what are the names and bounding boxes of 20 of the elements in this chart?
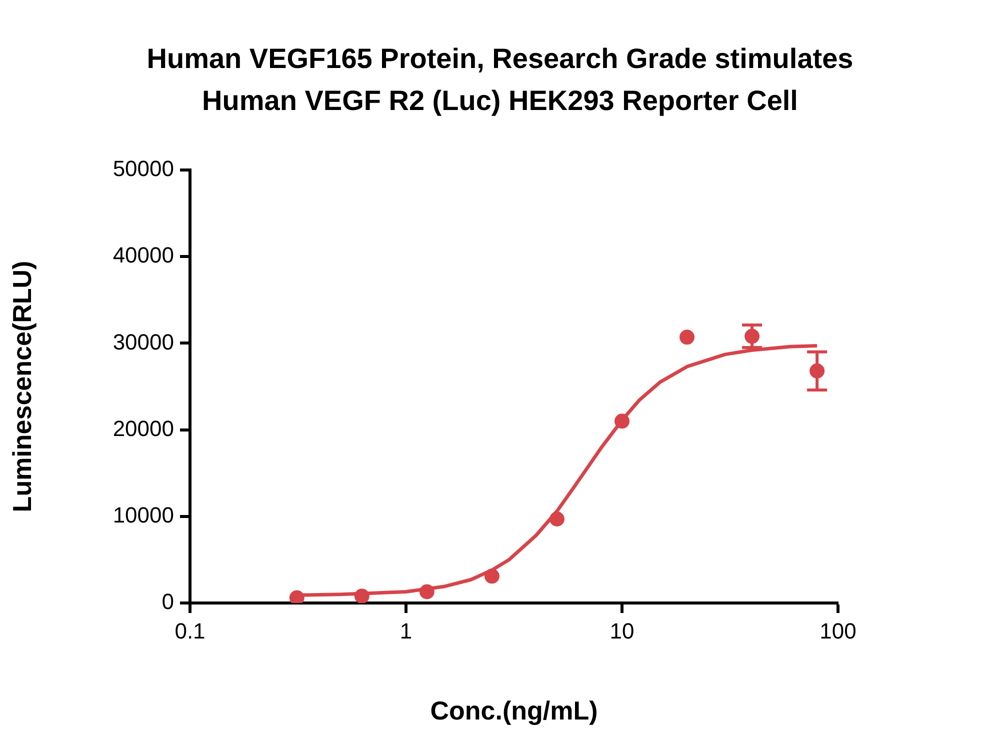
y-tick-label: 0: [162, 589, 174, 614]
x-axis-title: Conc.(ng/mL): [430, 696, 598, 726]
y-axis-title: Luminescence(RLU): [6, 260, 37, 512]
x-tick-label: 0.1: [174, 618, 206, 644]
point: [549, 512, 564, 526]
chart-title: Human VEGF165 Protein, Research Grade stimulates Human VEGF R2 (Luc) HEK293 Reporter Cell: [146, 42, 854, 118]
point: [680, 330, 695, 345]
x-tick-label: 10: [610, 618, 634, 644]
x-tick-label: 1: [400, 618, 412, 644]
y-tick-label: 10000: [112, 502, 174, 528]
x-tick-label: 100: [820, 618, 856, 644]
point: [484, 568, 500, 584]
y-tick-label: 50000: [112, 156, 174, 182]
y-tick-label: 20000: [112, 416, 174, 441]
point: [614, 414, 630, 429]
point: [354, 588, 370, 603]
point: [289, 590, 304, 603]
y-tick-label: 30000: [112, 329, 174, 354]
point: [419, 584, 434, 600]
y-tick-label: 40000: [112, 242, 174, 268]
